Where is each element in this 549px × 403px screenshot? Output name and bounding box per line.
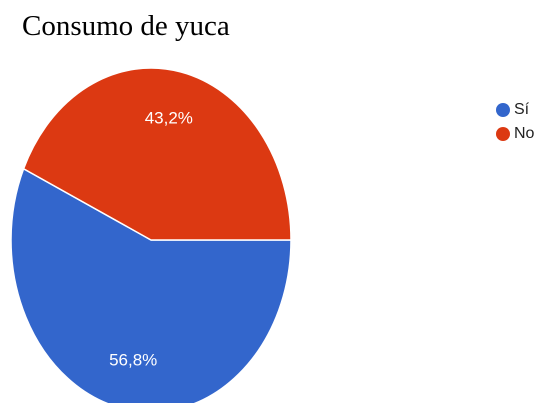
legend: Sí No <box>496 98 534 146</box>
legend-item-no[interactable]: No <box>496 122 534 146</box>
pie-slice-si[interactable] <box>10 167 292 403</box>
chart-title: Consumo de yuca <box>22 10 230 42</box>
legend-swatch-no <box>496 127 510 141</box>
legend-label-si: Sí <box>514 101 530 118</box>
pie-slice-no[interactable] <box>22 67 292 241</box>
legend-swatch-si <box>496 103 510 117</box>
legend-label-no: No <box>514 125 535 142</box>
slice-label-no: 43,2% <box>145 108 193 127</box>
slice-label-si: 56,8% <box>109 350 157 369</box>
legend-item-si[interactable]: Sí <box>496 98 534 122</box>
